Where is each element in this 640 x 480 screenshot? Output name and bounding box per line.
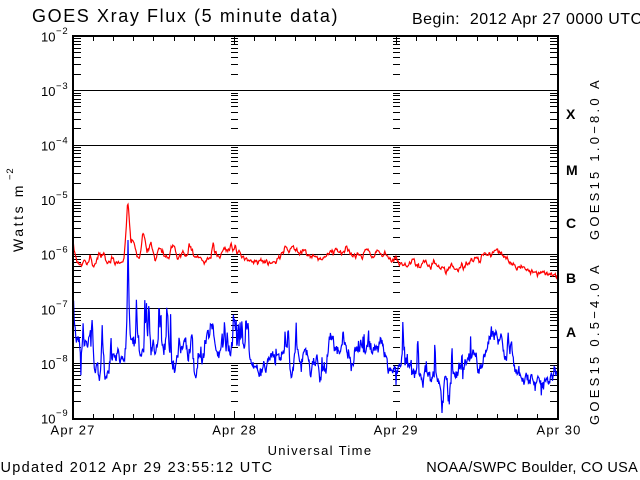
svg-text:10: 10 [41,29,55,44]
svg-text:−6: −6 [56,245,68,256]
svg-text:Apr 27: Apr 27 [51,423,96,438]
svg-text:−7: −7 [56,299,68,310]
svg-text:Apr 30: Apr 30 [537,423,582,438]
svg-text:10: 10 [41,302,55,317]
svg-text:10: 10 [41,411,55,426]
svg-text:−2: −2 [5,168,16,180]
svg-text:A: A [566,324,576,340]
svg-text:−2: −2 [56,26,68,37]
svg-text:X: X [566,106,576,122]
svg-text:10: 10 [41,84,55,99]
svg-text:GOES15 1.0−8.0 A: GOES15 1.0−8.0 A [587,77,602,240]
svg-text:Apr 29: Apr 29 [374,423,419,438]
svg-text:M: M [566,162,578,178]
svg-text:−8: −8 [56,354,68,365]
svg-text:10: 10 [41,357,55,372]
svg-text:10: 10 [41,139,55,154]
svg-text:C: C [566,215,576,231]
svg-text:Watts m: Watts m [10,183,26,252]
svg-text:10: 10 [41,248,55,263]
svg-text:B: B [566,270,576,286]
svg-text:−3: −3 [56,81,68,92]
svg-text:GOES15 0.5−4.0 A: GOES15 0.5−4.0 A [587,262,602,425]
svg-text:−5: −5 [56,190,68,201]
svg-text:−9: −9 [56,408,68,419]
svg-text:GOES Xray Flux (5 minute data): GOES Xray Flux (5 minute data) [32,6,339,26]
svg-text:Updated 2012 Apr 29 23:55:12 U: Updated 2012 Apr 29 23:55:12 UTC [1,460,274,476]
svg-text:−4: −4 [56,135,68,146]
svg-text:10: 10 [41,193,55,208]
svg-text:Begin: 2012 Apr 27 0000 UTC: Begin: 2012 Apr 27 0000 UTC [412,11,640,28]
svg-text:Apr 28: Apr 28 [212,423,257,438]
svg-text:NOAA/SWPC Boulder, CO USA: NOAA/SWPC Boulder, CO USA [426,460,638,476]
svg-text:Universal Time: Universal Time [268,443,373,458]
